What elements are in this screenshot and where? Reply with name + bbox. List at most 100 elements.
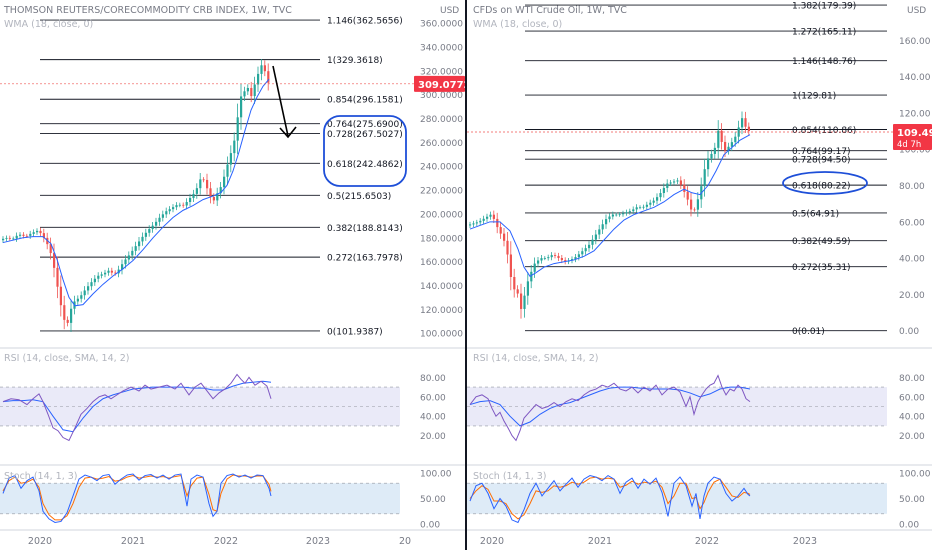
candle-body: [560, 258, 563, 261]
candle-body: [178, 204, 181, 206]
stoch-band: [467, 483, 887, 514]
rsi-pane[interactable]: 80.00 60.00 40.00 20.00 RSI (14, close, SMA…: [467, 353, 925, 442]
candle-body: [144, 232, 147, 237]
candle-body: [240, 96, 243, 118]
stoch-band: [0, 483, 400, 514]
price-axis[interactable]: 360.0000 340.0000 320.0000 300.0000 280.0000…: [420, 20, 463, 340]
candle-body: [696, 199, 699, 210]
candle-body: [591, 239, 594, 245]
wma-legend[interactable]: WMA (18, close, 0): [473, 19, 562, 30]
candle-body: [703, 169, 706, 187]
candle-body: [554, 255, 557, 256]
candle-body: [656, 197, 659, 201]
price-badge-value: 309.0772: [418, 80, 465, 91]
candle-body: [29, 233, 32, 236]
fib-level-label: 0.382(49.59): [792, 237, 851, 247]
price-pane[interactable]: 1.382(179.39) 1.272(165.11) 1.146(148.76) 1…: [467, 2, 932, 338]
trend-arrow: [272, 65, 297, 139]
candle-body: [233, 140, 236, 154]
candle-body: [482, 218, 485, 221]
candle-body: [659, 193, 662, 198]
stoch-legend[interactable]: Stoch (14, 1, 3): [4, 471, 78, 482]
wma-line: [469, 134, 751, 277]
candle-body: [243, 91, 246, 97]
wti-panel[interactable]: 1.382(179.39) 1.272(165.11) 1.146(148.76) 1…: [467, 0, 932, 550]
price-series: [2, 59, 270, 332]
candle-body: [618, 214, 621, 216]
candle-body: [192, 193, 195, 198]
rsi-tick: 80.00: [899, 374, 925, 384]
candle-body: [110, 270, 113, 273]
time-axis[interactable]: 2020 2021 2022 2023 20: [28, 536, 411, 547]
candle-body: [547, 257, 550, 259]
candle-body: [212, 197, 215, 201]
stoch-legend[interactable]: Stoch (14, 1, 3): [473, 471, 547, 482]
price-pane[interactable]: 1.146(362.5656) 1(329.3618) 0.854(296.1581…: [0, 5, 465, 340]
candle-body: [216, 193, 219, 201]
candle-body: [5, 237, 8, 239]
candle-body: [635, 207, 638, 210]
wma-legend[interactable]: WMA (18, close, 0): [4, 19, 93, 30]
price-tick: 80.00: [899, 182, 925, 192]
candle-body: [584, 248, 587, 252]
rsi-legend[interactable]: RSI (14, close, SMA, 14, 2): [4, 353, 129, 364]
price-tick: 300.0000: [420, 91, 463, 101]
candle-body: [496, 218, 499, 228]
candle-body: [713, 147, 716, 154]
candle-body: [676, 180, 679, 182]
candle-body: [673, 181, 676, 183]
candle-body: [540, 258, 543, 261]
symbol-title[interactable]: CFDs on WTI Crude Oil, 1W, TVC: [473, 5, 627, 16]
price-tick: 280.0000: [420, 115, 463, 125]
candle-body: [267, 71, 270, 83]
candle-body: [662, 187, 665, 194]
candle-body: [175, 205, 178, 208]
symbol-title[interactable]: THOMSON REUTERS/CORECOMMODITY CRB INDEX,…: [3, 5, 292, 16]
candle-body: [639, 207, 642, 209]
crb-panel[interactable]: 1.146(362.5656) 1(329.3618) 0.854(296.1581…: [0, 0, 465, 550]
candle-body: [557, 255, 560, 259]
candle-body: [138, 241, 141, 247]
candle-body: [148, 229, 151, 233]
fib-level-label: 1(129.81): [792, 92, 836, 102]
rsi-ma-line: [2, 380, 272, 433]
candle-body: [158, 217, 161, 222]
price-axis[interactable]: 160.00 140.00 120.00 100.00 80.00 60.00 40.00 2…: [899, 37, 931, 337]
stoch-k-line: [469, 474, 751, 524]
candle-body: [588, 244, 591, 249]
candle-body: [489, 214, 492, 217]
stoch-k-line: [2, 473, 272, 523]
candle-body: [666, 183, 669, 188]
price-tick: 180.0000: [420, 234, 463, 244]
fib-level-label: 0.272(163.7978): [327, 254, 403, 264]
price-tick: 160.0000: [420, 258, 463, 268]
fib-retracement[interactable]: 1.146(362.5656) 1(329.3618) 0.854(296.1581…: [40, 17, 403, 338]
stoch-pane[interactable]: 100.00 50.00 0.00 Stoch (14, 1, 3): [467, 470, 931, 531]
candle-body: [486, 216, 489, 219]
rsi-tick: 40.00: [899, 413, 925, 423]
candle-body: [649, 202, 652, 205]
rsi-legend[interactable]: RSI (14, close, SMA, 14, 2): [473, 353, 598, 364]
candle-body: [679, 180, 682, 185]
candle-body: [475, 222, 478, 224]
price-tick: 120.00: [899, 109, 931, 119]
candle-body: [226, 164, 229, 177]
panel-divider[interactable]: [465, 0, 467, 550]
candle-body: [87, 286, 90, 291]
candle-body: [730, 142, 733, 147]
price-tick: 360.0000: [420, 20, 463, 30]
fib-retracement[interactable]: 1.382(179.39) 1.272(165.11) 1.146(148.76) 1…: [525, 2, 887, 338]
time-axis[interactable]: 2020 2021 2022 2023: [480, 536, 817, 547]
stoch-tick: 100.00: [899, 470, 931, 480]
candle-body: [56, 267, 59, 287]
rsi-line: [2, 373, 272, 442]
time-tick: 2021: [121, 536, 145, 547]
rsi-pane[interactable]: 80.00 60.00 40.00 20.00 RSI (14, close, SMA…: [0, 353, 446, 442]
candle-body: [598, 229, 601, 235]
price-badge: 309.0772: [414, 75, 465, 92]
price-series: [469, 111, 750, 319]
candle-body: [97, 275, 100, 279]
stoch-pane[interactable]: 100.00 50.00 0.00 Stoch (14, 1, 3): [0, 470, 452, 531]
candle-body: [652, 200, 655, 203]
candle-body: [530, 271, 533, 282]
